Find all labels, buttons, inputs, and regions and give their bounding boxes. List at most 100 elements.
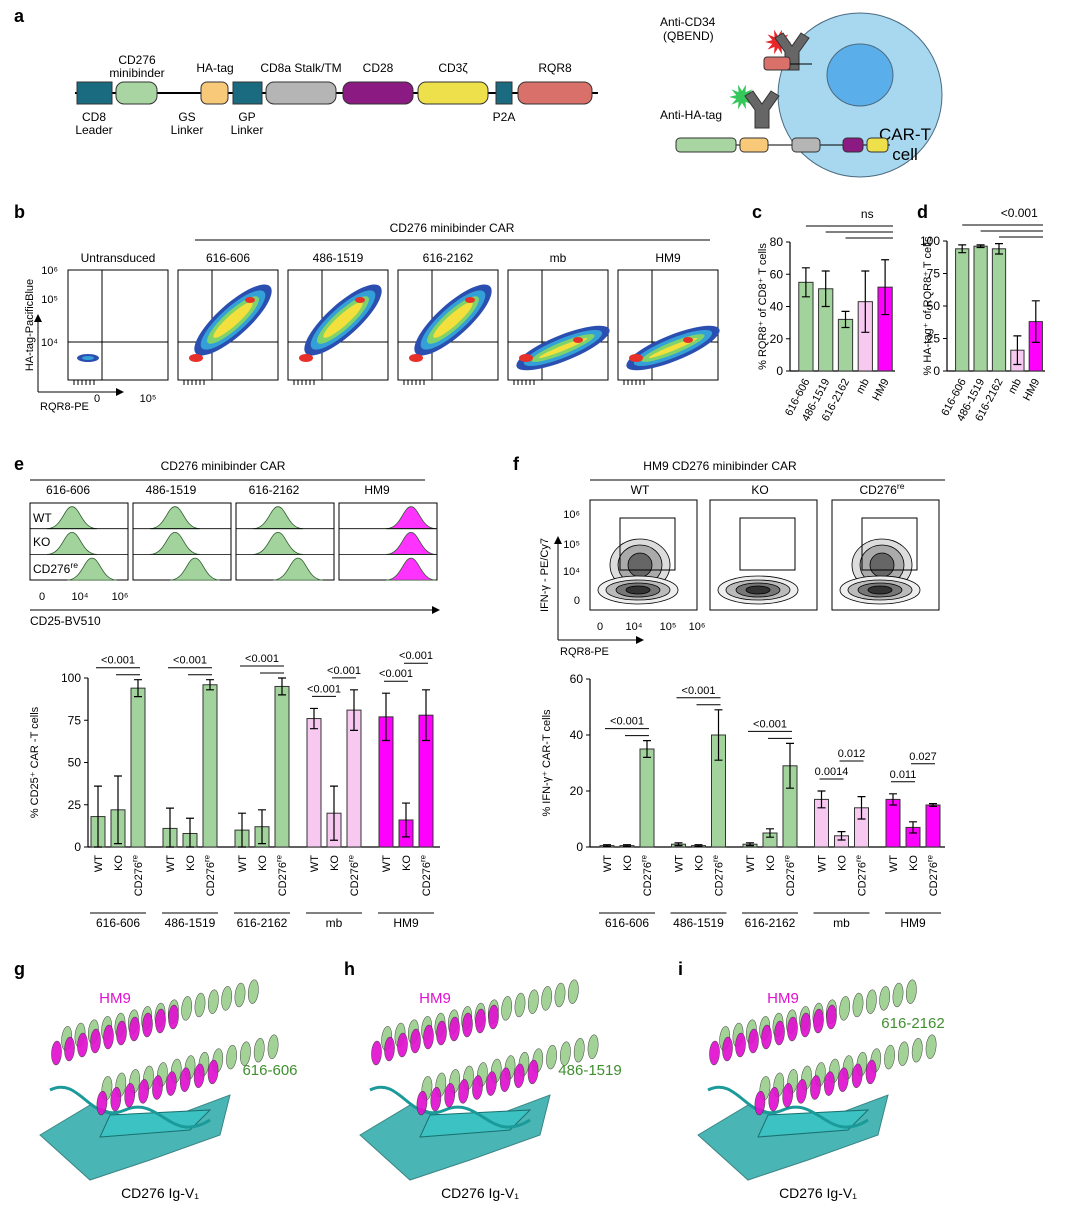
- helix-turn: [486, 1071, 497, 1096]
- label-text: KO: [33, 535, 50, 549]
- error-bar: [623, 844, 631, 848]
- helix-turn: [768, 1086, 780, 1112]
- histogram: [66, 557, 118, 581]
- x-tick-label: CD276re: [640, 854, 654, 896]
- y-tick-label: 0: [576, 840, 583, 854]
- y-tick-label: 0: [776, 364, 783, 378]
- helix-turn: [774, 1020, 785, 1046]
- y-tick-label: 50: [68, 756, 82, 770]
- helix-turn: [267, 1034, 279, 1059]
- label: minibinder: [109, 66, 164, 80]
- x-tick-label: WT: [674, 855, 686, 872]
- car-domain: [791, 137, 821, 153]
- helix-turn: [884, 1044, 895, 1070]
- bar: [973, 245, 988, 372]
- x-tick-label: WT: [381, 855, 393, 872]
- superscript: re: [711, 854, 720, 862]
- label: 10⁴: [72, 591, 89, 603]
- construct-domain: [495, 81, 513, 105]
- error-bar: [786, 742, 794, 789]
- group-label: 616-2162: [745, 916, 796, 930]
- label: Leader: [75, 123, 112, 137]
- histogram-box: [338, 502, 438, 581]
- p-value: 0.0014: [815, 766, 849, 778]
- label-text: WT: [602, 855, 614, 872]
- x-tick-label: CD276re: [131, 854, 145, 896]
- label-text: WT: [93, 855, 105, 872]
- label: CD28: [363, 61, 394, 75]
- ig-loop: [49, 1085, 211, 1129]
- fluorophore: [729, 84, 755, 110]
- x-tick-label: WT: [817, 855, 829, 872]
- y-tick-label: 25: [68, 798, 82, 812]
- bar: [274, 685, 290, 848]
- label: CD8: [82, 110, 106, 124]
- label: GS: [178, 110, 195, 124]
- helix-turn: [761, 1024, 772, 1050]
- helix-turn: [234, 982, 246, 1008]
- label: RQR8-PE: [40, 401, 89, 413]
- car-domain: [739, 137, 769, 153]
- panel-letter: i: [678, 959, 683, 979]
- helix-turn: [709, 1040, 720, 1066]
- panel-letter: f: [513, 454, 520, 474]
- y-tick-label: 40: [570, 728, 584, 742]
- histogram: [272, 557, 324, 581]
- x-tick-label: mb: [854, 377, 872, 396]
- helix-turn: [103, 1024, 114, 1050]
- helix-turn: [852, 992, 864, 1018]
- error-bar: [382, 692, 390, 742]
- gate: [619, 517, 676, 571]
- error-bar: [889, 793, 897, 806]
- label: 616-2162: [249, 483, 300, 497]
- helix-turn: [423, 1024, 434, 1050]
- target-label: CD276 Ig-V₁: [121, 1185, 199, 1201]
- x-tick-label: WT: [888, 855, 900, 872]
- helix-turn: [194, 992, 206, 1018]
- density: [648, 337, 698, 359]
- column-label: CD276re: [859, 481, 904, 497]
- superscript: re: [897, 481, 905, 491]
- bar: [639, 748, 655, 848]
- helix-turn: [142, 1012, 153, 1038]
- column-label: WT: [631, 483, 650, 497]
- histogram: [252, 531, 304, 555]
- helix-turn: [810, 1075, 821, 1100]
- helix-turn: [193, 1063, 205, 1089]
- histogram: [252, 506, 304, 530]
- helix-turn: [865, 1059, 877, 1085]
- label-text: CD276: [642, 862, 654, 896]
- helix-turn: [129, 1016, 140, 1042]
- histogram: [385, 506, 437, 530]
- label-text: WT: [309, 855, 321, 872]
- error-bar: [841, 310, 850, 329]
- label: Untransduced: [81, 251, 156, 265]
- superscript: re: [640, 854, 649, 862]
- bar: [130, 687, 146, 848]
- x-tick-label: WT: [745, 855, 757, 872]
- p-value: <0.001: [101, 655, 135, 667]
- label-text: CD276: [349, 862, 361, 896]
- helix-turn: [892, 982, 904, 1008]
- x-tick-label: WT: [309, 855, 321, 872]
- label: 10⁴: [563, 566, 580, 578]
- helix-turn: [865, 989, 877, 1014]
- error-bar: [821, 270, 830, 308]
- label-text: CD276: [714, 862, 726, 896]
- helix-turn: [911, 1037, 923, 1063]
- helix-turn: [152, 1075, 163, 1100]
- error-bar: [134, 679, 142, 698]
- x-tick-label: KO: [185, 855, 197, 871]
- helix-turn: [851, 1063, 863, 1089]
- row-label: CD276re: [33, 560, 78, 576]
- bar: [306, 718, 322, 848]
- helix-turn: [397, 1032, 408, 1058]
- error-bar: [422, 689, 430, 742]
- error-bar: [995, 243, 1003, 255]
- helix-turn: [587, 1034, 599, 1059]
- y-tick-label: 100: [61, 671, 81, 685]
- panel-letter: h: [344, 959, 355, 979]
- y-tick-label: 80: [770, 235, 784, 249]
- label-text: KO: [837, 855, 849, 871]
- p-value: <0.001: [682, 685, 716, 697]
